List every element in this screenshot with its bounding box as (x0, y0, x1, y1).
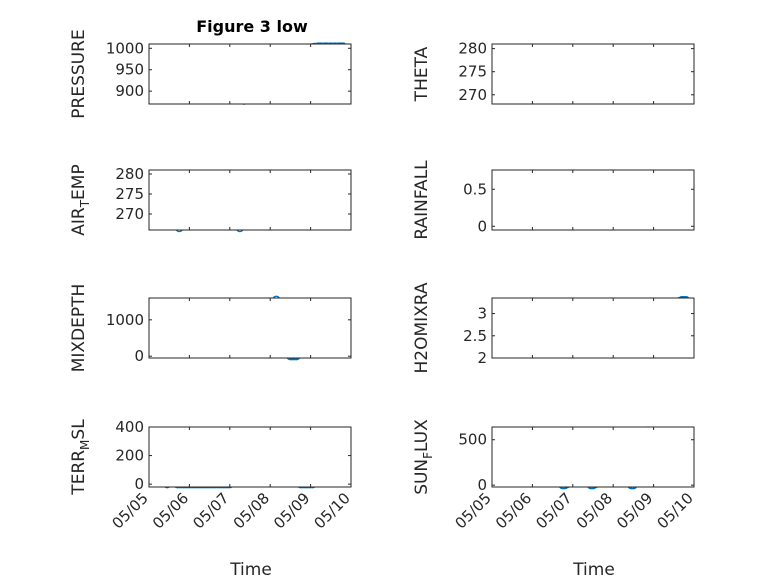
subplot-mixdepth: 0 1000 MIXDEPTH (69, 284, 352, 373)
y-axis-label-terr-msl: TERRMSL (69, 419, 92, 496)
x-tick-label: 05/07 (189, 489, 232, 532)
y-axis-label-rainfall: RAINFALL (412, 160, 432, 240)
y-label-text: TERR (69, 450, 89, 496)
subplot-h2omixra: 2 2.5 3 H2OMIXRA (412, 282, 695, 374)
y-tick-label: 280 (458, 40, 487, 58)
x-tick-label: 05/06 (492, 489, 535, 532)
x-tick-label: 05/10 (654, 489, 697, 532)
y-label-text: LUX (412, 419, 432, 452)
x-tick-label: 05/05 (109, 489, 152, 532)
y-tick-label: 0.5 (463, 180, 487, 198)
y-tick-label: 0 (134, 347, 144, 365)
y-tick-label: 3 (477, 305, 487, 323)
y-label-subscript: F (421, 452, 435, 459)
axes-box (491, 426, 695, 488)
y-tick-label: 270 (458, 86, 487, 104)
y-tick-label: 400 (115, 418, 144, 436)
y-axis-label-mixdepth: MIXDEPTH (69, 284, 89, 373)
y-tick-label: 900 (115, 82, 144, 100)
figure-title: Figure 3 low (196, 17, 308, 36)
axes-box (148, 169, 352, 231)
y-tick-label: 0 (134, 475, 144, 493)
y-tick-label: 275 (458, 63, 487, 81)
axes-box (491, 169, 695, 231)
y-tick-label: 1000 (106, 39, 144, 57)
subplot-theta: 270 275 280 THETA (412, 40, 695, 105)
y-tick-label: 270 (115, 205, 144, 223)
x-axis-label-right: Time (572, 560, 615, 580)
y-tick-label: 2 (477, 349, 487, 367)
x-tick-label: 05/06 (149, 489, 192, 532)
y-tick-label: 275 (115, 185, 144, 203)
y-tick-label: 950 (115, 61, 144, 79)
y-label-text: AIR (69, 207, 89, 236)
x-tick-label: 05/07 (532, 489, 575, 532)
x-tick-label: 05/09 (270, 489, 313, 532)
y-label-text: SL (69, 419, 89, 440)
y-tick-label: 2.5 (463, 327, 487, 345)
y-label-subscript: T (78, 199, 92, 208)
subplot-air-temp: 270 275 280 AIRTEMP (69, 164, 352, 236)
x-tick-label: 05/08 (230, 489, 273, 532)
y-axis-label-h2omixra: H2OMIXRA (412, 282, 432, 373)
x-tick-label: 05/10 (311, 489, 354, 532)
y-axis-label-pressure: PRESSURE (69, 29, 89, 118)
x-axis-label-left: Time (229, 560, 272, 580)
y-axis-label-sun-flux: SUNFLUX (412, 419, 435, 495)
y-axis-label-theta: THETA (412, 46, 432, 102)
axes-box (491, 297, 695, 359)
subplot-rainfall: 0 0.5 RAINFALL (412, 160, 695, 240)
y-tick-label: 500 (458, 431, 487, 449)
y-label-subscript: M (78, 440, 92, 450)
y-tick-label: 280 (115, 165, 144, 183)
x-tick-label: 05/09 (613, 489, 656, 532)
x-tick-label: 05/08 (573, 489, 616, 532)
y-tick-label: 200 (115, 447, 144, 465)
axes-box (148, 297, 352, 359)
subplot-grid: 900 950 1000 PRESSURE 270 275 280 THETA 270 275 28… (69, 29, 697, 532)
x-tick-label: 05/05 (452, 489, 495, 532)
axes-box (148, 426, 352, 488)
y-tick-label: 0 (477, 217, 487, 235)
axes-box (148, 43, 352, 105)
y-label-text: EMP (69, 164, 89, 200)
y-axis-label-air-temp: AIRTEMP (69, 164, 92, 235)
axes-box (491, 43, 695, 105)
y-tick-label: 0 (477, 476, 487, 494)
subplot-pressure: 900 950 1000 PRESSURE (69, 29, 352, 119)
y-label-text: SUN (412, 459, 432, 495)
y-tick-label: 1000 (106, 311, 144, 329)
